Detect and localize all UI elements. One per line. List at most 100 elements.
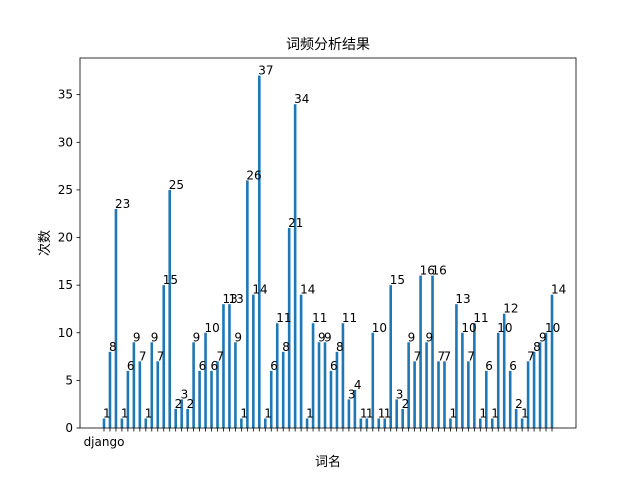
bar [407,342,410,428]
bar [431,275,434,428]
x-tick-label: django [84,435,125,449]
bar-value-label: 15 [390,273,405,287]
bar [514,408,518,428]
bar [287,228,291,428]
bar-value-label: 9 [234,330,242,344]
y-tick-label: 10 [58,326,73,340]
bar-value-label: 1 [491,406,499,420]
bar [544,332,548,428]
bar [275,323,279,428]
bar [359,418,363,428]
bar-value-label: 1 [240,406,248,420]
bar [347,399,351,428]
y-tick-label: 30 [58,135,73,149]
bar [455,304,458,428]
bar [419,275,422,428]
bar-value-label: 8 [282,340,290,354]
bar [449,418,452,428]
bar-value-label: 7 [443,349,451,363]
bar [293,104,297,428]
bar-value-label: 11 [473,311,488,325]
bar [269,370,273,428]
bar-value-label: 15 [163,273,178,287]
bar [252,294,255,428]
bar-value-label: 14 [300,283,315,297]
bar [413,361,416,428]
bar [502,313,506,428]
bar-value-label: 13 [228,292,243,306]
bar [365,418,369,428]
bar-value-label: 11 [276,311,291,325]
bar [263,418,267,428]
bar-value-label: 6 [509,359,517,373]
bar-value-label: 1 [384,406,392,420]
y-axis-title: 次数 [37,230,53,256]
bar-value-label: 23 [115,197,130,211]
bar-value-label: 1 [366,406,374,420]
bar-value-label: 2 [175,397,183,411]
bar [389,285,393,428]
bar [371,332,375,428]
bar-value-label: 9 [408,330,416,344]
bar-value-label: 9 [539,330,547,344]
bar-value-label: 1 [479,406,487,420]
bar-value-label: 8 [109,340,117,354]
bar-value-label: 14 [252,283,267,297]
bar-value-label: 3 [396,387,404,401]
bar [180,399,183,428]
bar [228,304,231,428]
bar [520,418,524,428]
bar-value-label: 6 [199,359,207,373]
bar-value-label: 25 [169,178,184,192]
bar [550,294,554,428]
bar-value-label: 26 [246,168,261,182]
bar-value-label: 6 [127,359,135,373]
bar-value-label: 9 [151,330,159,344]
bar [479,418,482,428]
bar [377,418,381,428]
y-tick-label: 0 [65,421,73,435]
bar-value-label: 7 [157,349,165,363]
bar-value-label: 7 [438,349,446,363]
bar [443,361,446,428]
bar [532,351,536,428]
bar [353,389,357,428]
bar-value-label: 10 [545,321,560,335]
bar-value-label: 6 [485,359,493,373]
bar [437,361,440,428]
bar [114,208,118,428]
bar [198,370,201,428]
chart-title: 词频分析结果 [286,37,370,53]
bar-value-label: 1 [306,406,314,420]
bar [204,332,207,428]
bar-value-label: 1 [378,406,386,420]
bar [335,351,339,428]
bar-value-label: 16 [432,264,447,278]
bar-value-label: 37 [258,64,273,78]
bar-value-label: 10 [461,321,476,335]
bar-value-label: 12 [503,302,518,316]
bar-value-label: 1 [264,406,272,420]
bar [317,342,321,428]
bar-value-label: 13 [222,292,237,306]
bar-value-label: 13 [455,292,470,306]
bar [425,342,428,428]
bar [258,75,261,429]
bar-value-label: 7 [414,349,422,363]
bar [496,332,500,428]
bar-value-label: 8 [336,340,344,354]
y-tick-label: 35 [58,88,73,102]
bar [484,370,488,428]
bar [126,370,130,428]
bar [526,361,530,428]
bar-value-label: 2 [515,397,523,411]
bar [473,323,476,428]
bar-value-label: 21 [288,216,303,230]
bar-value-label: 6 [270,359,278,373]
bar-value-label: 9 [133,330,141,344]
bar-value-label: 3 [181,387,189,401]
bar [383,418,387,428]
bar-value-label: 1 [521,406,529,420]
plot-frame [79,57,577,429]
